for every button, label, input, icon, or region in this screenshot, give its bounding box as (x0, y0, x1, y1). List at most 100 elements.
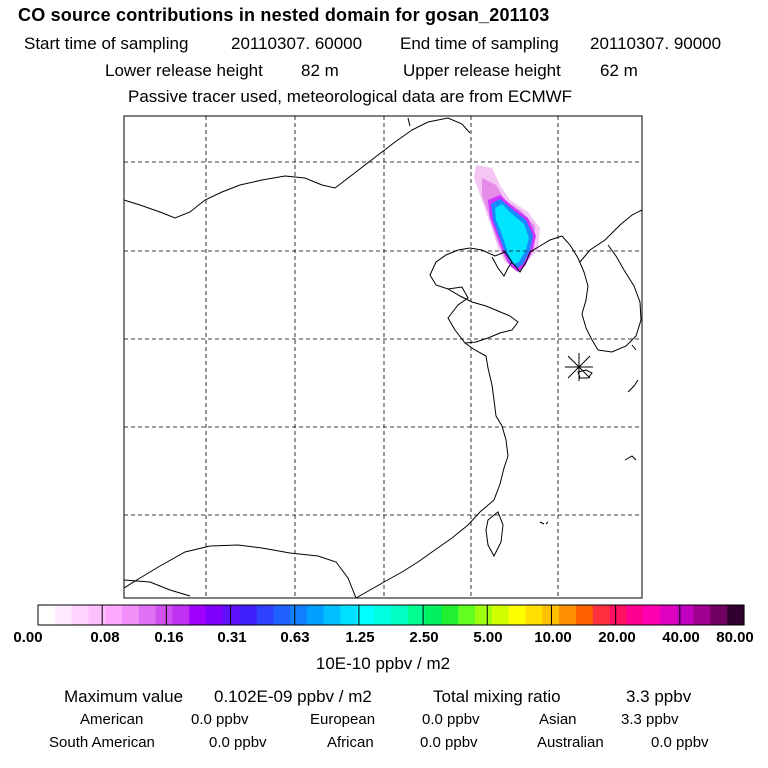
colorbar-cell (508, 605, 527, 625)
region-label: Asian (539, 711, 577, 728)
colorbar-cell (155, 605, 174, 625)
colorbar-cell (458, 605, 476, 625)
inner-borders (124, 544, 357, 598)
colorbar-tick: 0.00 (13, 629, 43, 646)
china-coast (355, 247, 509, 598)
liaodong-peninsula (491, 256, 513, 277)
map-frame (123, 115, 643, 599)
colorbar-cell (374, 605, 392, 625)
colorbar-frame (37, 604, 745, 626)
colorbar-cell (189, 605, 207, 625)
page-title: CO source contributions in nested domain… (18, 5, 550, 25)
taiwan (485, 511, 504, 558)
upper-height-value: 62 m (600, 61, 638, 80)
colorbar-tick: 10.00 (534, 629, 572, 646)
colorbar-cell (575, 605, 594, 625)
colorbar-tick: 0.31 (217, 629, 247, 646)
colorbar-cell (441, 605, 459, 625)
colorbar-cell (340, 605, 358, 625)
colorbar-cell (273, 605, 291, 625)
colorbar-tick: 5.00 (473, 629, 503, 646)
colorbar-cell (727, 605, 745, 625)
tracer-note: Passive tracer used, meteorological data… (128, 87, 573, 106)
small-islands (539, 521, 549, 525)
colorbar-cell (475, 605, 493, 625)
colorbar-tick: 0.08 (90, 629, 120, 646)
colorbar-cell (54, 605, 73, 625)
colorbar-cell (290, 605, 308, 625)
japan-islands (624, 344, 639, 461)
colorbar-cell (71, 605, 90, 625)
colorbar-cell (407, 605, 426, 625)
lower-height-value: 82 m (301, 61, 339, 80)
colorbar-cell (323, 605, 342, 625)
colorbar-cell (239, 605, 258, 625)
start-time-value: 20110307. 60000 (231, 34, 363, 53)
plume (474, 165, 540, 272)
receptor-marker-icon (565, 353, 593, 381)
max-value: 0.102E-09 ppbv / m2 (214, 687, 372, 706)
bohai-coast (469, 235, 563, 273)
map-content (124, 116, 642, 598)
start-time-label: Start time of sampling (24, 34, 189, 53)
colorbar-cell (206, 605, 224, 625)
region-value: 3.3 ppbv (621, 711, 679, 728)
border-notch (407, 117, 411, 127)
region-value: 0.0 ppbv (191, 711, 249, 728)
upper-height-label: Upper release height (403, 61, 561, 80)
northeast-border (579, 209, 642, 263)
region-value: 0.0 ppbv (651, 734, 709, 751)
colorbar-cell (357, 605, 375, 625)
colorbar-cell (172, 605, 190, 625)
region-value: 0.0 ppbv (209, 734, 267, 751)
colorbar-cell (525, 605, 543, 625)
colorbar-cell (122, 605, 140, 625)
lower-height-label: Lower release height (105, 61, 263, 80)
colorbar-cell (676, 605, 695, 625)
total-mixing-label: Total mixing ratio (433, 687, 561, 706)
colorbar-cell (38, 605, 56, 625)
colorbar-tick: 2.50 (409, 629, 439, 646)
colorbar-dividers (101, 605, 681, 625)
northern-border (124, 117, 471, 219)
colorbar-tick: 1.25 (345, 629, 375, 646)
colorbar-cell (138, 605, 157, 625)
southern-border (124, 579, 191, 597)
end-time-value: 20110307. 90000 (590, 34, 722, 53)
end-time-label: End time of sampling (400, 34, 559, 53)
region-label: European (310, 711, 376, 728)
colorbar-cell (643, 605, 661, 625)
korea-south-east-coast (597, 244, 642, 353)
plume-cyan (495, 204, 529, 264)
colorbar-cell (609, 605, 627, 625)
colorbar-tick: 0.63 (280, 629, 310, 646)
colorbar-cell (626, 605, 644, 625)
colorbar-cell (659, 605, 678, 625)
colorbar-tick: 80.00 (716, 629, 754, 646)
coastlines (124, 117, 642, 598)
colorbar-cell (256, 605, 274, 625)
colorbar-cell (491, 605, 510, 625)
colorbar-cells (38, 605, 745, 625)
shandong-peninsula (447, 288, 519, 344)
region-label: South American (49, 734, 155, 751)
colorbar-unit: 10E-10 ppbv / m2 (315, 654, 451, 673)
korea-west-coast (561, 235, 599, 351)
colorbar-cell (391, 605, 409, 625)
colorbar-cell (222, 605, 241, 625)
region-value: 0.0 ppbv (422, 711, 480, 728)
jeju-island (577, 369, 593, 379)
colorbar-cell (710, 605, 728, 625)
colorbar-cell (592, 605, 611, 625)
colorbar-tick: 40.00 (662, 629, 700, 646)
colorbar-cell (105, 605, 123, 625)
total-mixing-value: 3.3 ppbv (626, 687, 692, 706)
colorbar-cell (424, 605, 443, 625)
map-grid (124, 116, 642, 598)
colorbar-tick: 0.16 (154, 629, 184, 646)
region-label: American (80, 711, 144, 728)
region-label: African (327, 734, 374, 751)
colorbar-cell (88, 605, 106, 625)
